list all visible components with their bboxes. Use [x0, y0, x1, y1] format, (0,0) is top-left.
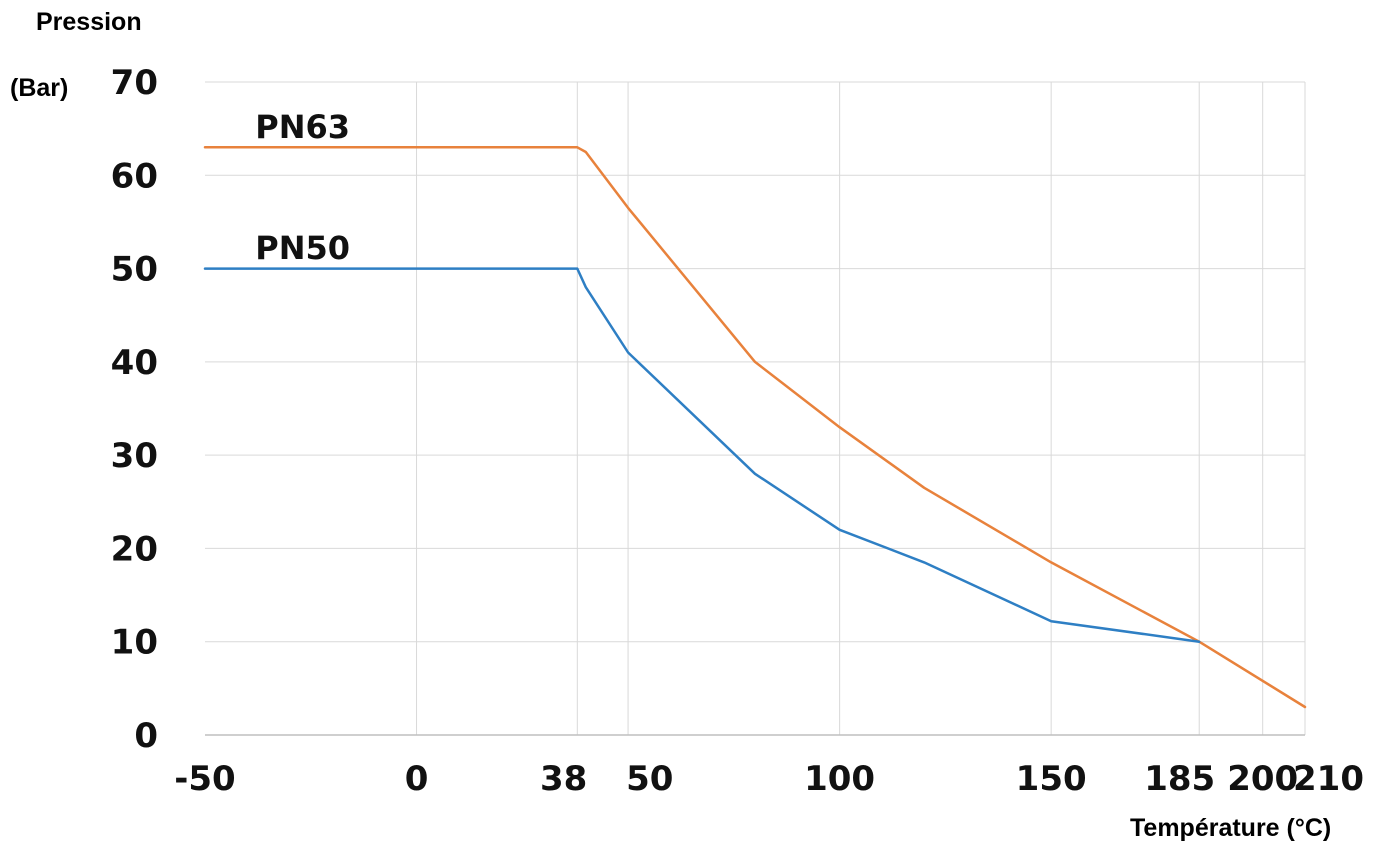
series-line-pn50	[203, 267, 1201, 643]
y-tick-label: 40	[111, 343, 158, 383]
y-tick-label: 10	[111, 623, 158, 663]
series-lines	[203, 146, 1307, 709]
series-line-pn63	[203, 146, 1307, 709]
x-tick-label: 210	[1293, 759, 1364, 799]
x-axis-title: Température (°C)	[1130, 814, 1332, 842]
y-tick-label: 20	[111, 529, 158, 569]
y-tick-label: 70	[111, 63, 158, 103]
labels: PN63 PN50	[255, 108, 350, 267]
x-tick-label: 200	[1227, 759, 1298, 799]
y-tick-label: 30	[111, 436, 158, 476]
series-label-pn50: PN50	[255, 229, 350, 267]
y-tick-label: 0	[134, 716, 158, 756]
y-tick-label: 60	[111, 156, 158, 196]
y-tick-label: 50	[111, 250, 158, 290]
x-tick-label: 150	[1016, 759, 1087, 799]
y-axis-title-line1: Pression	[36, 8, 142, 36]
x-tick-label: -50	[174, 759, 235, 799]
x-tick-label: 0	[405, 759, 429, 799]
x-tick-label: 38	[540, 759, 587, 799]
series-label-pn63: PN63	[255, 108, 350, 146]
x-tick-label: 50	[626, 759, 673, 799]
x-tick-label: 100	[804, 759, 875, 799]
grid	[205, 81, 1306, 735]
y-axis-title-line2: (Bar)	[10, 74, 69, 102]
x-tick-label: 185	[1144, 759, 1215, 799]
